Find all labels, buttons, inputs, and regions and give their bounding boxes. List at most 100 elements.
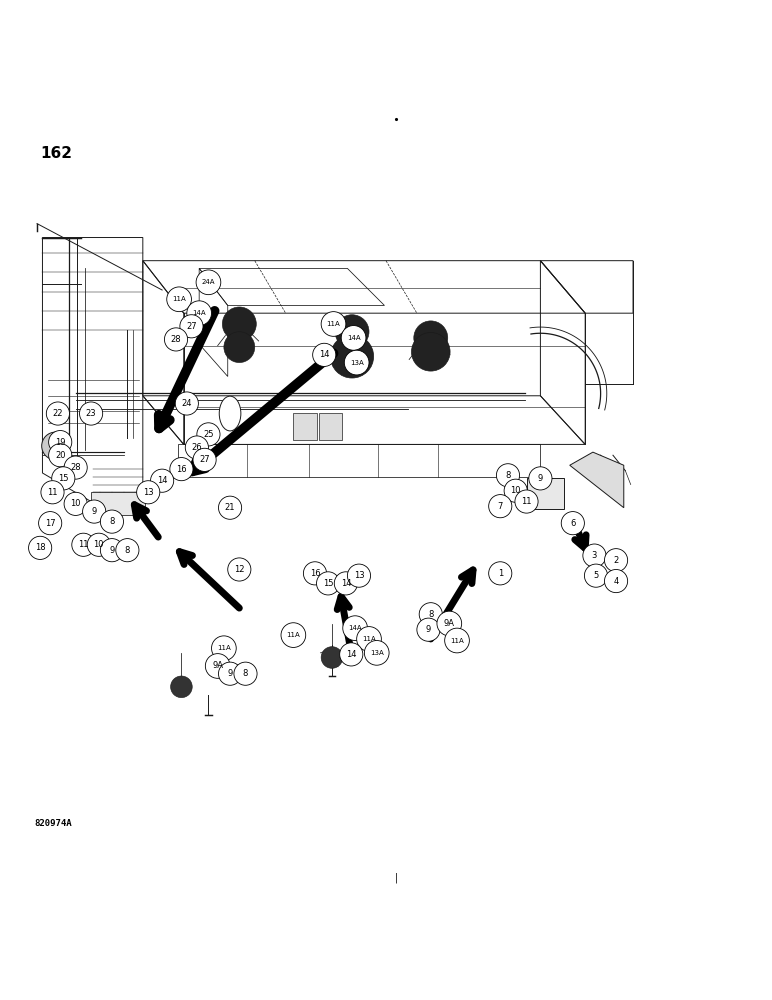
Text: 10: 10 [93,540,104,549]
Circle shape [583,544,606,567]
Circle shape [335,315,369,349]
Text: 8: 8 [243,669,248,678]
Circle shape [205,654,230,678]
Circle shape [340,643,363,666]
Circle shape [330,335,374,378]
Circle shape [364,641,389,665]
Text: 26: 26 [191,443,202,452]
Circle shape [504,479,527,502]
Circle shape [218,496,242,519]
Text: 14: 14 [319,350,330,359]
Text: 11: 11 [521,497,532,506]
Circle shape [52,467,75,490]
Text: 11A: 11A [172,296,186,302]
Circle shape [344,350,369,375]
Text: 9: 9 [538,474,543,483]
Circle shape [303,562,327,585]
Text: 24A: 24A [201,279,215,285]
Text: 8: 8 [125,546,130,555]
Circle shape [212,636,236,661]
Circle shape [164,328,188,351]
Circle shape [116,539,139,562]
Polygon shape [570,452,624,508]
Text: 8: 8 [428,610,433,619]
Text: 4: 4 [614,577,618,586]
Text: 14: 14 [346,650,357,659]
Text: 28: 28 [171,335,181,344]
Text: 9A: 9A [444,619,455,628]
Text: 21: 21 [225,503,235,512]
Text: 162: 162 [40,146,72,161]
Text: 13: 13 [143,488,154,497]
Circle shape [41,481,64,504]
Text: 13A: 13A [370,650,384,656]
Circle shape [357,627,381,651]
Text: 16: 16 [310,569,320,578]
Circle shape [604,569,628,593]
Text: 10: 10 [510,486,521,495]
Text: 17: 17 [45,519,56,528]
Circle shape [167,287,191,312]
Text: 11: 11 [78,540,89,549]
Circle shape [197,423,220,446]
Bar [319,413,342,440]
Text: 12: 12 [234,565,245,574]
Circle shape [584,564,608,587]
Circle shape [561,512,584,535]
Text: 27: 27 [186,322,197,331]
Text: 11: 11 [47,488,58,497]
Circle shape [496,464,520,487]
Circle shape [445,628,469,653]
Circle shape [193,448,216,471]
Text: 15: 15 [323,579,334,588]
Circle shape [72,533,95,556]
Circle shape [42,432,69,460]
Circle shape [218,662,242,685]
Circle shape [347,564,371,587]
Circle shape [529,467,552,490]
Circle shape [175,392,198,415]
Circle shape [281,623,306,647]
Text: 11A: 11A [362,636,376,642]
Circle shape [515,490,538,513]
Text: 11A: 11A [286,632,300,638]
Text: 15: 15 [58,474,69,483]
Text: 11A: 11A [450,638,464,644]
Bar [293,413,317,440]
Circle shape [411,332,450,371]
Text: 14: 14 [340,579,351,588]
Circle shape [414,321,448,355]
Circle shape [196,270,221,295]
Circle shape [234,662,257,685]
Circle shape [39,512,62,535]
Circle shape [417,618,440,641]
Text: 23: 23 [86,409,96,418]
Text: 27: 27 [199,455,210,464]
Text: 9: 9 [228,669,232,678]
Circle shape [64,492,87,515]
Text: 11A: 11A [327,321,340,327]
Text: 2: 2 [614,556,618,565]
Circle shape [313,343,336,366]
Circle shape [137,481,160,504]
Circle shape [49,431,72,454]
Text: 10: 10 [70,499,81,508]
Text: 14A: 14A [347,335,361,341]
Text: 22: 22 [52,409,63,418]
Circle shape [334,572,357,595]
Circle shape [185,436,208,459]
Circle shape [437,611,462,636]
Text: 9A: 9A [212,661,223,670]
Text: 14A: 14A [192,310,206,316]
Text: 13: 13 [354,571,364,580]
Circle shape [341,326,366,350]
Ellipse shape [219,396,241,431]
Text: 20: 20 [55,451,66,460]
Circle shape [489,495,512,518]
Circle shape [80,402,103,425]
Circle shape [29,536,52,559]
Circle shape [100,510,124,533]
Circle shape [100,539,124,562]
Text: 25: 25 [203,430,214,439]
Circle shape [151,469,174,492]
